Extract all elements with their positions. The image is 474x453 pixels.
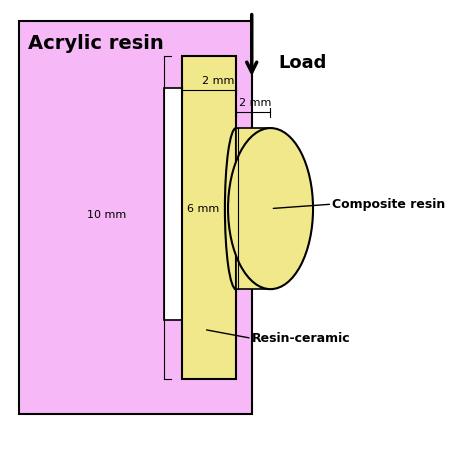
Text: Composite resin: Composite resin (332, 198, 446, 211)
Bar (19, 21, 252, 414)
Bar (182, 57, 236, 379)
Bar (164, 88, 182, 320)
Text: Resin-ceramic: Resin-ceramic (252, 332, 350, 345)
Text: Load: Load (279, 54, 327, 72)
Ellipse shape (228, 128, 313, 289)
Text: 6 mm: 6 mm (187, 203, 219, 214)
Text: Acrylic resin: Acrylic resin (28, 34, 164, 53)
Text: 2 mm: 2 mm (239, 98, 271, 108)
Text: 2 mm: 2 mm (202, 76, 234, 86)
Text: 10 mm: 10 mm (87, 210, 127, 220)
Bar (236, 128, 270, 289)
